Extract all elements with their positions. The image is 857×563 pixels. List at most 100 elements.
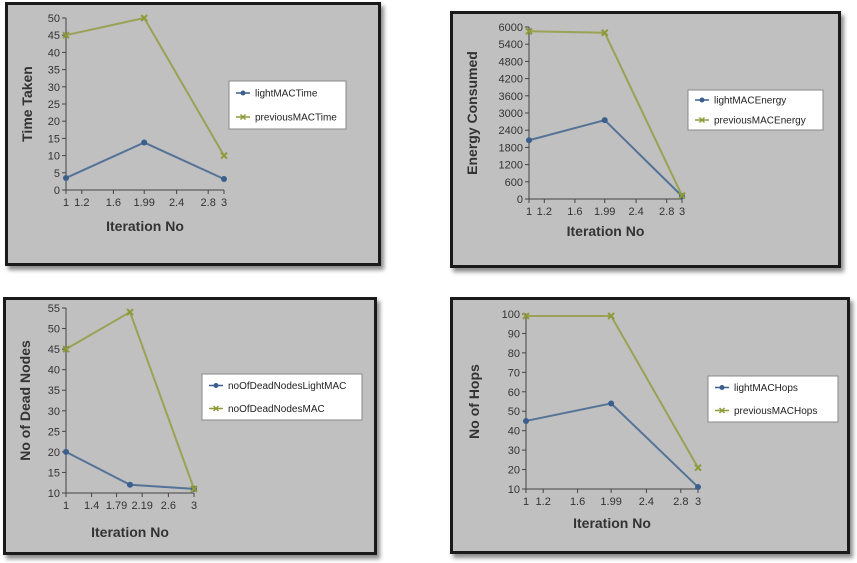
- data-point-stroke: [190, 485, 198, 493]
- y-tick-label: 4800: [499, 56, 523, 68]
- x-axis-title: Iteration No: [567, 223, 645, 239]
- x-tick-label: 1.6: [570, 496, 585, 508]
- data-point-stroke: [140, 14, 148, 22]
- x-tick-label: 1.99: [133, 197, 154, 209]
- legend-swatch-marker: [212, 405, 220, 412]
- legend-marker-stroke: [212, 405, 220, 412]
- chart-panel-energy-consumed: 0 600 1200 1800 2400 3000 3600 4200 4800 5400 6000…: [450, 11, 841, 268]
- x-axis-title: Iteration No: [106, 218, 184, 234]
- y-tick-label: 55: [48, 303, 60, 315]
- legend-marker-stroke: [698, 116, 706, 124]
- series-line-lightMACEnergy: [528, 119, 683, 197]
- chart-panel-hops: 10 20 30 40 50 60 70 80 90 100 1 1.2 1.6 1.99 2.4 2.8 3 I…: [450, 297, 850, 554]
- series-line-previousMACEnergy: [528, 30, 683, 196]
- x-tick-label: 2.8: [673, 496, 688, 508]
- chart-panel-dead-nodes: 10 15 20 25 30 35 40 45 50 55 1 1.4 1.79 2.19 2.6 3 Iter…: [3, 297, 377, 555]
- y-tick-label: 70: [508, 367, 520, 379]
- series-line-previousMACTime: [65, 16, 225, 157]
- data-point: [126, 308, 134, 316]
- x-tick-label: 2.8: [659, 206, 674, 218]
- y-tick-label: 50: [508, 406, 520, 418]
- chart-time-taken: 0 5 10 15 20 25 30 35 40 45 50 1 1.2 1.6 1.99 2.4 2.8 3 It…: [19, 13, 347, 234]
- y-axis-title: No of Dead Nodes: [17, 340, 33, 461]
- y-tick-label: 50: [48, 324, 60, 336]
- data-point: [607, 312, 615, 320]
- legend-box: [201, 373, 363, 421]
- x-tick-label: 1.2: [537, 206, 552, 218]
- data-point: [526, 137, 532, 144]
- y-tick-label: 45: [48, 344, 60, 356]
- y-tick-label: 5400: [499, 39, 523, 51]
- y-tick-label: 6000: [499, 22, 523, 34]
- x-tick-label: 2.6: [161, 500, 176, 512]
- x-tick-label: 1.99: [600, 496, 621, 508]
- data-point: [522, 312, 530, 320]
- series-line-lightMACTime: [65, 141, 225, 180]
- y-tick-label: 100: [502, 309, 520, 321]
- data-point: [63, 174, 69, 181]
- y-tick-label: 25: [48, 99, 60, 111]
- x-tick-label: 1.2: [536, 496, 551, 508]
- legend-label: previousMACHops: [734, 406, 817, 417]
- y-tick-label: 90: [508, 328, 520, 340]
- legend-swatch-marker: [240, 90, 246, 96]
- data-point-stroke: [694, 463, 702, 472]
- y-tick-label: 25: [48, 426, 60, 438]
- x-tick-label: 1: [523, 496, 529, 508]
- data-point: [678, 191, 686, 200]
- x-tick-label: 3: [695, 496, 701, 508]
- data-point: [523, 417, 529, 424]
- legend-label: lightMACEnergy: [714, 96, 786, 107]
- data-point: [63, 448, 69, 455]
- data-point-stroke: [126, 308, 134, 316]
- legend-swatch-marker: [698, 116, 706, 124]
- data-point: [190, 485, 198, 493]
- chart-dead-nodes: 10 15 20 25 30 35 40 45 50 55 1 1.4 1.79 2.19 2.6 3 Iter…: [17, 303, 363, 540]
- legend-swatch-marker: [719, 385, 725, 390]
- x-tick-label: 2.4: [628, 206, 643, 218]
- x-tick-label: 2.8: [201, 197, 216, 209]
- data-point-stroke: [62, 31, 70, 39]
- y-tick-label: 30: [48, 406, 60, 418]
- y-tick-label: 40: [48, 365, 60, 377]
- y-tick-label: 15: [48, 467, 60, 479]
- y-tick-label: 40: [48, 47, 60, 59]
- x-tick-label: 1.99: [594, 206, 615, 218]
- legend-label: previousMACEnergy: [714, 116, 806, 127]
- chart-hops: 10 20 30 40 50 60 70 80 90 100 1 1.2 1.6 1.99 2.4 2.8 3 I…: [466, 309, 839, 531]
- y-tick-label: 5: [54, 168, 60, 180]
- y-tick-label: 3000: [499, 108, 523, 120]
- series-line-previousMACHops: [526, 314, 699, 469]
- y-axis-title: No of Hops: [466, 364, 482, 439]
- data-point-stroke: [678, 191, 686, 200]
- data-point: [221, 175, 227, 182]
- chart-energy-consumed: 0 600 1200 1800 2400 3000 3600 4200 4800 5400 6000…: [464, 22, 824, 239]
- legend-label: lightMACTime: [255, 89, 318, 100]
- legend-swatch-marker: [699, 97, 705, 103]
- y-tick-label: 1800: [499, 142, 523, 154]
- x-tick-label: 1.79: [106, 500, 127, 512]
- y-axis-title: Time Taken: [19, 66, 35, 142]
- y-tick-label: 2400: [499, 125, 523, 137]
- x-tick-label: 2.4: [639, 496, 654, 508]
- data-point-stroke: [607, 312, 615, 320]
- x-tick-label: 2.19: [131, 500, 152, 512]
- data-point: [220, 151, 228, 160]
- legend-swatch-marker: [213, 383, 219, 388]
- x-tick-label: 1.6: [106, 197, 121, 209]
- x-tick-label: 1: [63, 197, 69, 209]
- y-tick-label: 600: [505, 177, 523, 189]
- data-point-stroke: [601, 29, 609, 37]
- y-tick-label: 60: [508, 387, 520, 399]
- y-tick-label: 40: [508, 426, 520, 438]
- legend-label: noOfDeadNodesLightMAC: [228, 381, 346, 392]
- y-tick-label: 10: [508, 484, 520, 496]
- legend-label: lightMACHops: [734, 383, 798, 394]
- data-point-stroke: [525, 27, 533, 36]
- data-point: [62, 31, 70, 39]
- legend-box: [707, 375, 839, 423]
- legend-marker-stroke: [718, 407, 726, 414]
- y-tick-label: 20: [48, 116, 60, 128]
- chart-panel-time-taken: 0 5 10 15 20 25 30 35 40 45 50 1 1.2 1.6 1.99 2.4 2.8 3 It…: [5, 2, 381, 266]
- data-point: [140, 14, 148, 22]
